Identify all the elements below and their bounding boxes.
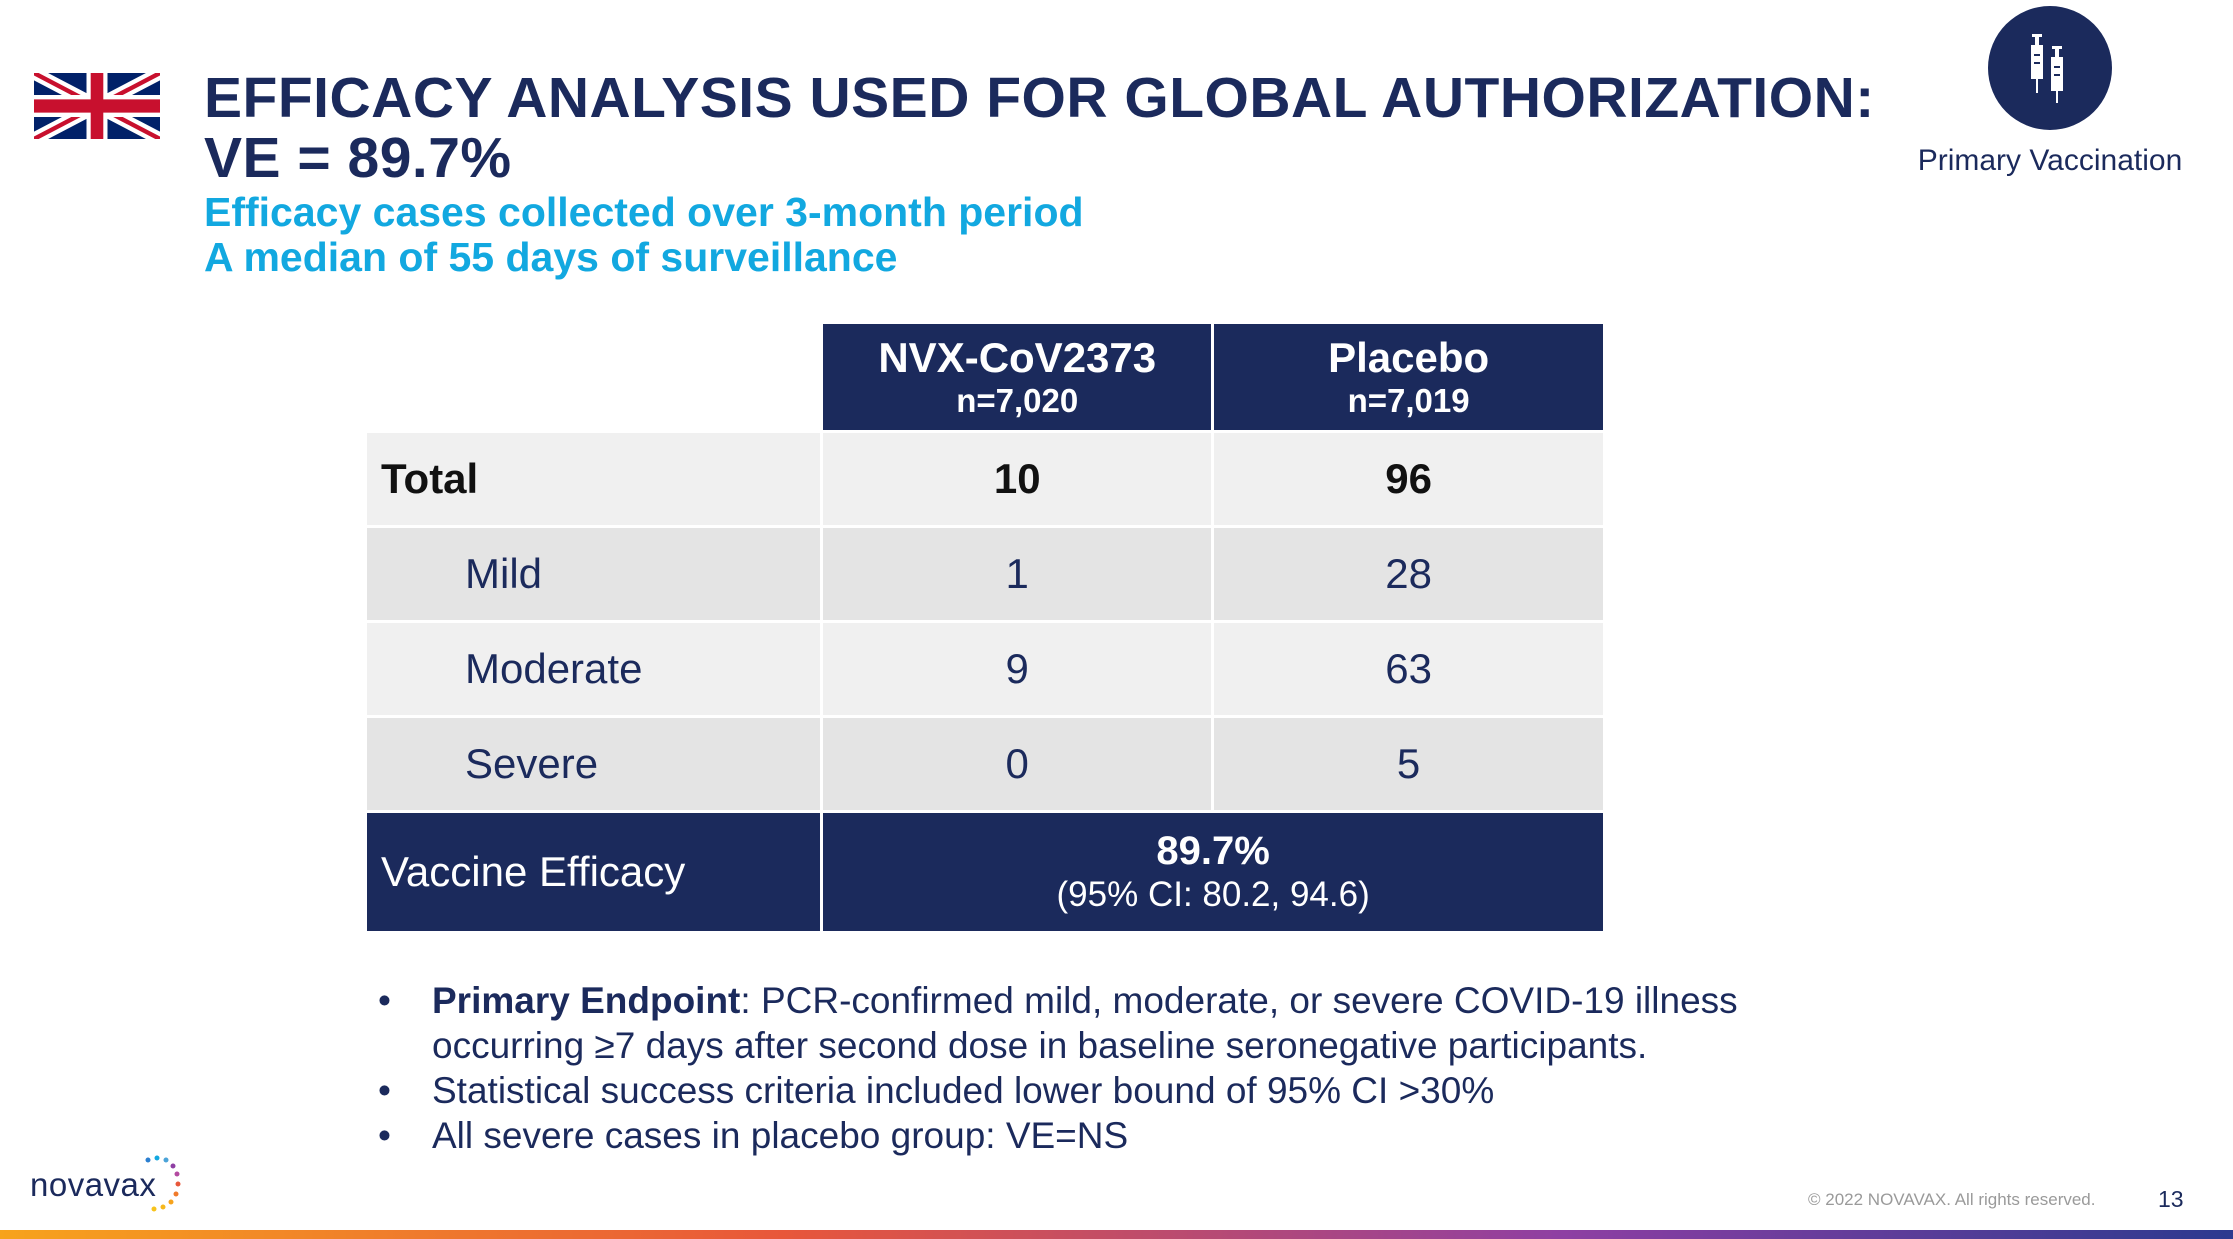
page-title: EFFICACY ANALYSIS USED FOR GLOBAL AUTHOR… bbox=[204, 68, 1875, 188]
row-value-vaccine: 1 bbox=[820, 525, 1215, 623]
header-placebo-name: Placebo bbox=[1328, 334, 1490, 381]
table-row-vaccine-efficacy: Vaccine Efficacy 89.7% (95% CI: 80.2, 94… bbox=[363, 810, 1606, 934]
notes-list: • Primary Endpoint: PCR-confirmed mild, … bbox=[372, 978, 1932, 1158]
uk-flag-icon bbox=[34, 73, 160, 139]
row-value-placebo: 28 bbox=[1211, 525, 1606, 623]
row-label: Mild bbox=[363, 525, 824, 623]
row-value-placebo: 5 bbox=[1211, 715, 1606, 813]
subtitle-line-2: A median of 55 days of surveillance bbox=[204, 234, 898, 280]
novavax-logo: novavax bbox=[30, 1154, 190, 1220]
primary-vaccination-badge bbox=[1988, 6, 2112, 130]
copyright-text: © 2022 NOVAVAX. All rights reserved. bbox=[1808, 1190, 2096, 1209]
header-empty-cell bbox=[363, 321, 824, 433]
note-text: Statistical success criteria included lo… bbox=[432, 1070, 1495, 1111]
table-row-total: Total 10 96 bbox=[363, 430, 1606, 528]
note-text: : PCR-confirmed mild, moderate, or sever… bbox=[740, 980, 1738, 1021]
table-row-mild: Mild 1 28 bbox=[363, 525, 1606, 623]
subtitle-line-1: Efficacy cases collected over 3-month pe… bbox=[204, 189, 1084, 235]
note-text: All severe cases in placebo group: VE=NS bbox=[432, 1115, 1129, 1156]
efficacy-value: 89.7% bbox=[1156, 829, 1270, 873]
table-row-severe: Severe 0 5 bbox=[363, 715, 1606, 813]
header-placebo: Placebo n=7,019 bbox=[1211, 321, 1606, 433]
header-vaccine-name: NVX-CoV2373 bbox=[878, 334, 1157, 381]
header-placebo-n: n=7,019 bbox=[1347, 382, 1470, 419]
row-label: Total bbox=[363, 430, 824, 528]
header-vaccine: NVX-CoV2373 n=7,020 bbox=[820, 321, 1215, 433]
list-item: • Primary Endpoint: PCR-confirmed mild, … bbox=[372, 978, 1932, 1068]
row-value-placebo: 63 bbox=[1211, 620, 1606, 718]
efficacy-label: Vaccine Efficacy bbox=[363, 810, 824, 934]
page-subtitle: Efficacy cases collected over 3-month pe… bbox=[204, 190, 1084, 280]
efficacy-table: NVX-CoV2373 n=7,020 Placebo n=7,019 Tota… bbox=[363, 321, 1606, 934]
syringe-icon bbox=[2031, 34, 2063, 103]
efficacy-value-cell: 89.7% (95% CI: 80.2, 94.6) bbox=[820, 810, 1606, 934]
row-value-vaccine: 9 bbox=[820, 620, 1215, 718]
badge-label: Primary Vaccination bbox=[1917, 144, 2183, 177]
row-value-placebo: 96 bbox=[1211, 430, 1606, 528]
bullet-icon: • bbox=[378, 1070, 391, 1111]
logo-text: novavax bbox=[30, 1166, 157, 1203]
table-row-moderate: Moderate 9 63 bbox=[363, 620, 1606, 718]
logo-dots-icon bbox=[145, 1155, 181, 1212]
title-line-2: VE = 89.7% bbox=[204, 126, 512, 190]
list-item: • All severe cases in placebo group: VE=… bbox=[372, 1113, 1932, 1158]
header-vaccine-n: n=7,020 bbox=[956, 382, 1079, 419]
row-label: Moderate bbox=[363, 620, 824, 718]
efficacy-ci: (95% CI: 80.2, 94.6) bbox=[1056, 875, 1370, 914]
bullet-icon: • bbox=[378, 980, 391, 1021]
row-label: Severe bbox=[363, 715, 824, 813]
bullet-icon: • bbox=[378, 1115, 391, 1156]
row-value-vaccine: 0 bbox=[820, 715, 1215, 813]
row-value-vaccine: 10 bbox=[820, 430, 1215, 528]
list-item: • Statistical success criteria included … bbox=[372, 1068, 1932, 1113]
title-line-1: EFFICACY ANALYSIS USED FOR GLOBAL AUTHOR… bbox=[204, 66, 1875, 130]
table-header-row: NVX-CoV2373 n=7,020 Placebo n=7,019 bbox=[363, 321, 1606, 433]
page-number: 13 bbox=[2158, 1186, 2184, 1212]
note-text-continued: occurring ≥7 days after second dose in b… bbox=[432, 1025, 1648, 1066]
bottom-gradient-bar bbox=[0, 1230, 2233, 1239]
note-bold-label: Primary Endpoint bbox=[432, 980, 741, 1021]
